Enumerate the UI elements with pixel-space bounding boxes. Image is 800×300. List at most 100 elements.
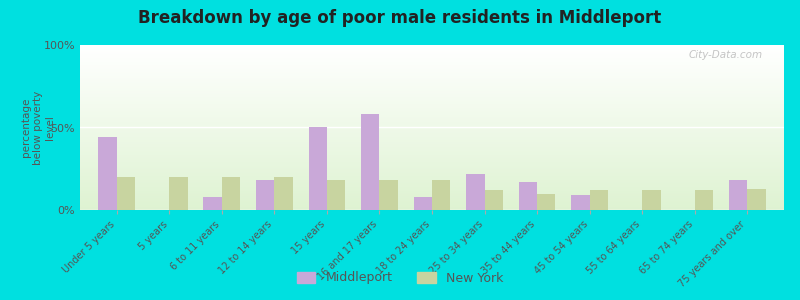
Bar — [80, 69, 784, 70]
Bar — [80, 166, 784, 167]
Bar — [80, 101, 784, 102]
Bar — [80, 96, 784, 97]
Bar — [80, 157, 784, 158]
Bar — [537, 194, 555, 210]
Bar — [80, 184, 784, 185]
Bar — [80, 122, 784, 123]
Bar — [80, 76, 784, 77]
Bar — [80, 187, 784, 188]
Bar — [80, 45, 784, 46]
Bar — [203, 197, 222, 210]
Bar — [80, 113, 784, 114]
Bar — [80, 198, 784, 199]
Bar — [80, 156, 784, 157]
Bar — [80, 121, 784, 122]
Text: City-Data.com: City-Data.com — [689, 50, 763, 60]
Bar — [80, 178, 784, 179]
Bar — [80, 136, 784, 137]
Bar — [80, 65, 784, 66]
Bar — [80, 202, 784, 203]
Bar — [80, 87, 784, 88]
Bar — [80, 102, 784, 103]
Bar — [80, 100, 784, 101]
Bar — [80, 200, 784, 201]
Bar — [80, 139, 784, 140]
Bar — [80, 89, 784, 90]
Bar — [80, 203, 784, 204]
Bar — [80, 150, 784, 151]
Y-axis label: percentage
below poverty
level: percentage below poverty level — [22, 90, 54, 165]
Bar — [80, 176, 784, 177]
Bar — [571, 195, 590, 210]
Bar — [80, 201, 784, 202]
Bar — [80, 135, 784, 136]
Bar — [80, 72, 784, 73]
Bar — [80, 168, 784, 169]
Bar — [274, 177, 293, 210]
Bar — [80, 209, 784, 210]
Bar — [80, 141, 784, 142]
Bar — [80, 204, 784, 205]
Bar — [80, 49, 784, 50]
Bar — [432, 180, 450, 210]
Bar — [590, 190, 608, 210]
Bar — [80, 125, 784, 126]
Bar — [80, 83, 784, 84]
Bar — [80, 179, 784, 180]
Bar — [80, 155, 784, 156]
Bar — [414, 197, 432, 210]
Bar — [80, 143, 784, 144]
Bar — [80, 105, 784, 106]
Bar — [80, 164, 784, 165]
Bar — [80, 82, 784, 83]
Bar — [80, 188, 784, 189]
Bar — [256, 180, 274, 210]
Bar — [80, 158, 784, 159]
Text: Breakdown by age of poor male residents in Middleport: Breakdown by age of poor male residents … — [138, 9, 662, 27]
Bar — [80, 128, 784, 129]
Bar — [80, 80, 784, 81]
Bar — [80, 106, 784, 107]
Bar — [80, 138, 784, 139]
Bar — [80, 77, 784, 78]
Bar — [80, 165, 784, 166]
Bar — [80, 119, 784, 120]
Bar — [80, 193, 784, 194]
Bar — [80, 78, 784, 79]
Bar — [80, 159, 784, 160]
Bar — [80, 54, 784, 55]
Bar — [80, 86, 784, 87]
Bar — [80, 170, 784, 171]
Bar — [80, 153, 784, 154]
Bar — [80, 182, 784, 183]
Bar — [80, 71, 784, 72]
Bar — [80, 85, 784, 86]
Bar — [80, 58, 784, 59]
Bar — [729, 180, 747, 210]
Bar — [361, 114, 379, 210]
Bar — [80, 160, 784, 161]
Bar — [80, 98, 784, 99]
Bar — [80, 61, 784, 62]
Bar — [80, 64, 784, 65]
Bar — [80, 97, 784, 98]
Bar — [80, 112, 784, 113]
Bar — [80, 197, 784, 198]
Bar — [80, 172, 784, 173]
Bar — [170, 177, 188, 210]
Bar — [694, 190, 713, 210]
Bar — [80, 140, 784, 141]
Bar — [80, 175, 784, 176]
Bar — [80, 206, 784, 207]
Bar — [80, 107, 784, 108]
Bar — [80, 84, 784, 85]
Bar — [80, 195, 784, 196]
Bar — [80, 116, 784, 117]
Bar — [80, 148, 784, 149]
Bar — [80, 161, 784, 162]
Bar — [466, 174, 485, 210]
Bar — [747, 188, 766, 210]
Bar — [80, 67, 784, 68]
Bar — [80, 70, 784, 71]
Bar — [80, 190, 784, 191]
